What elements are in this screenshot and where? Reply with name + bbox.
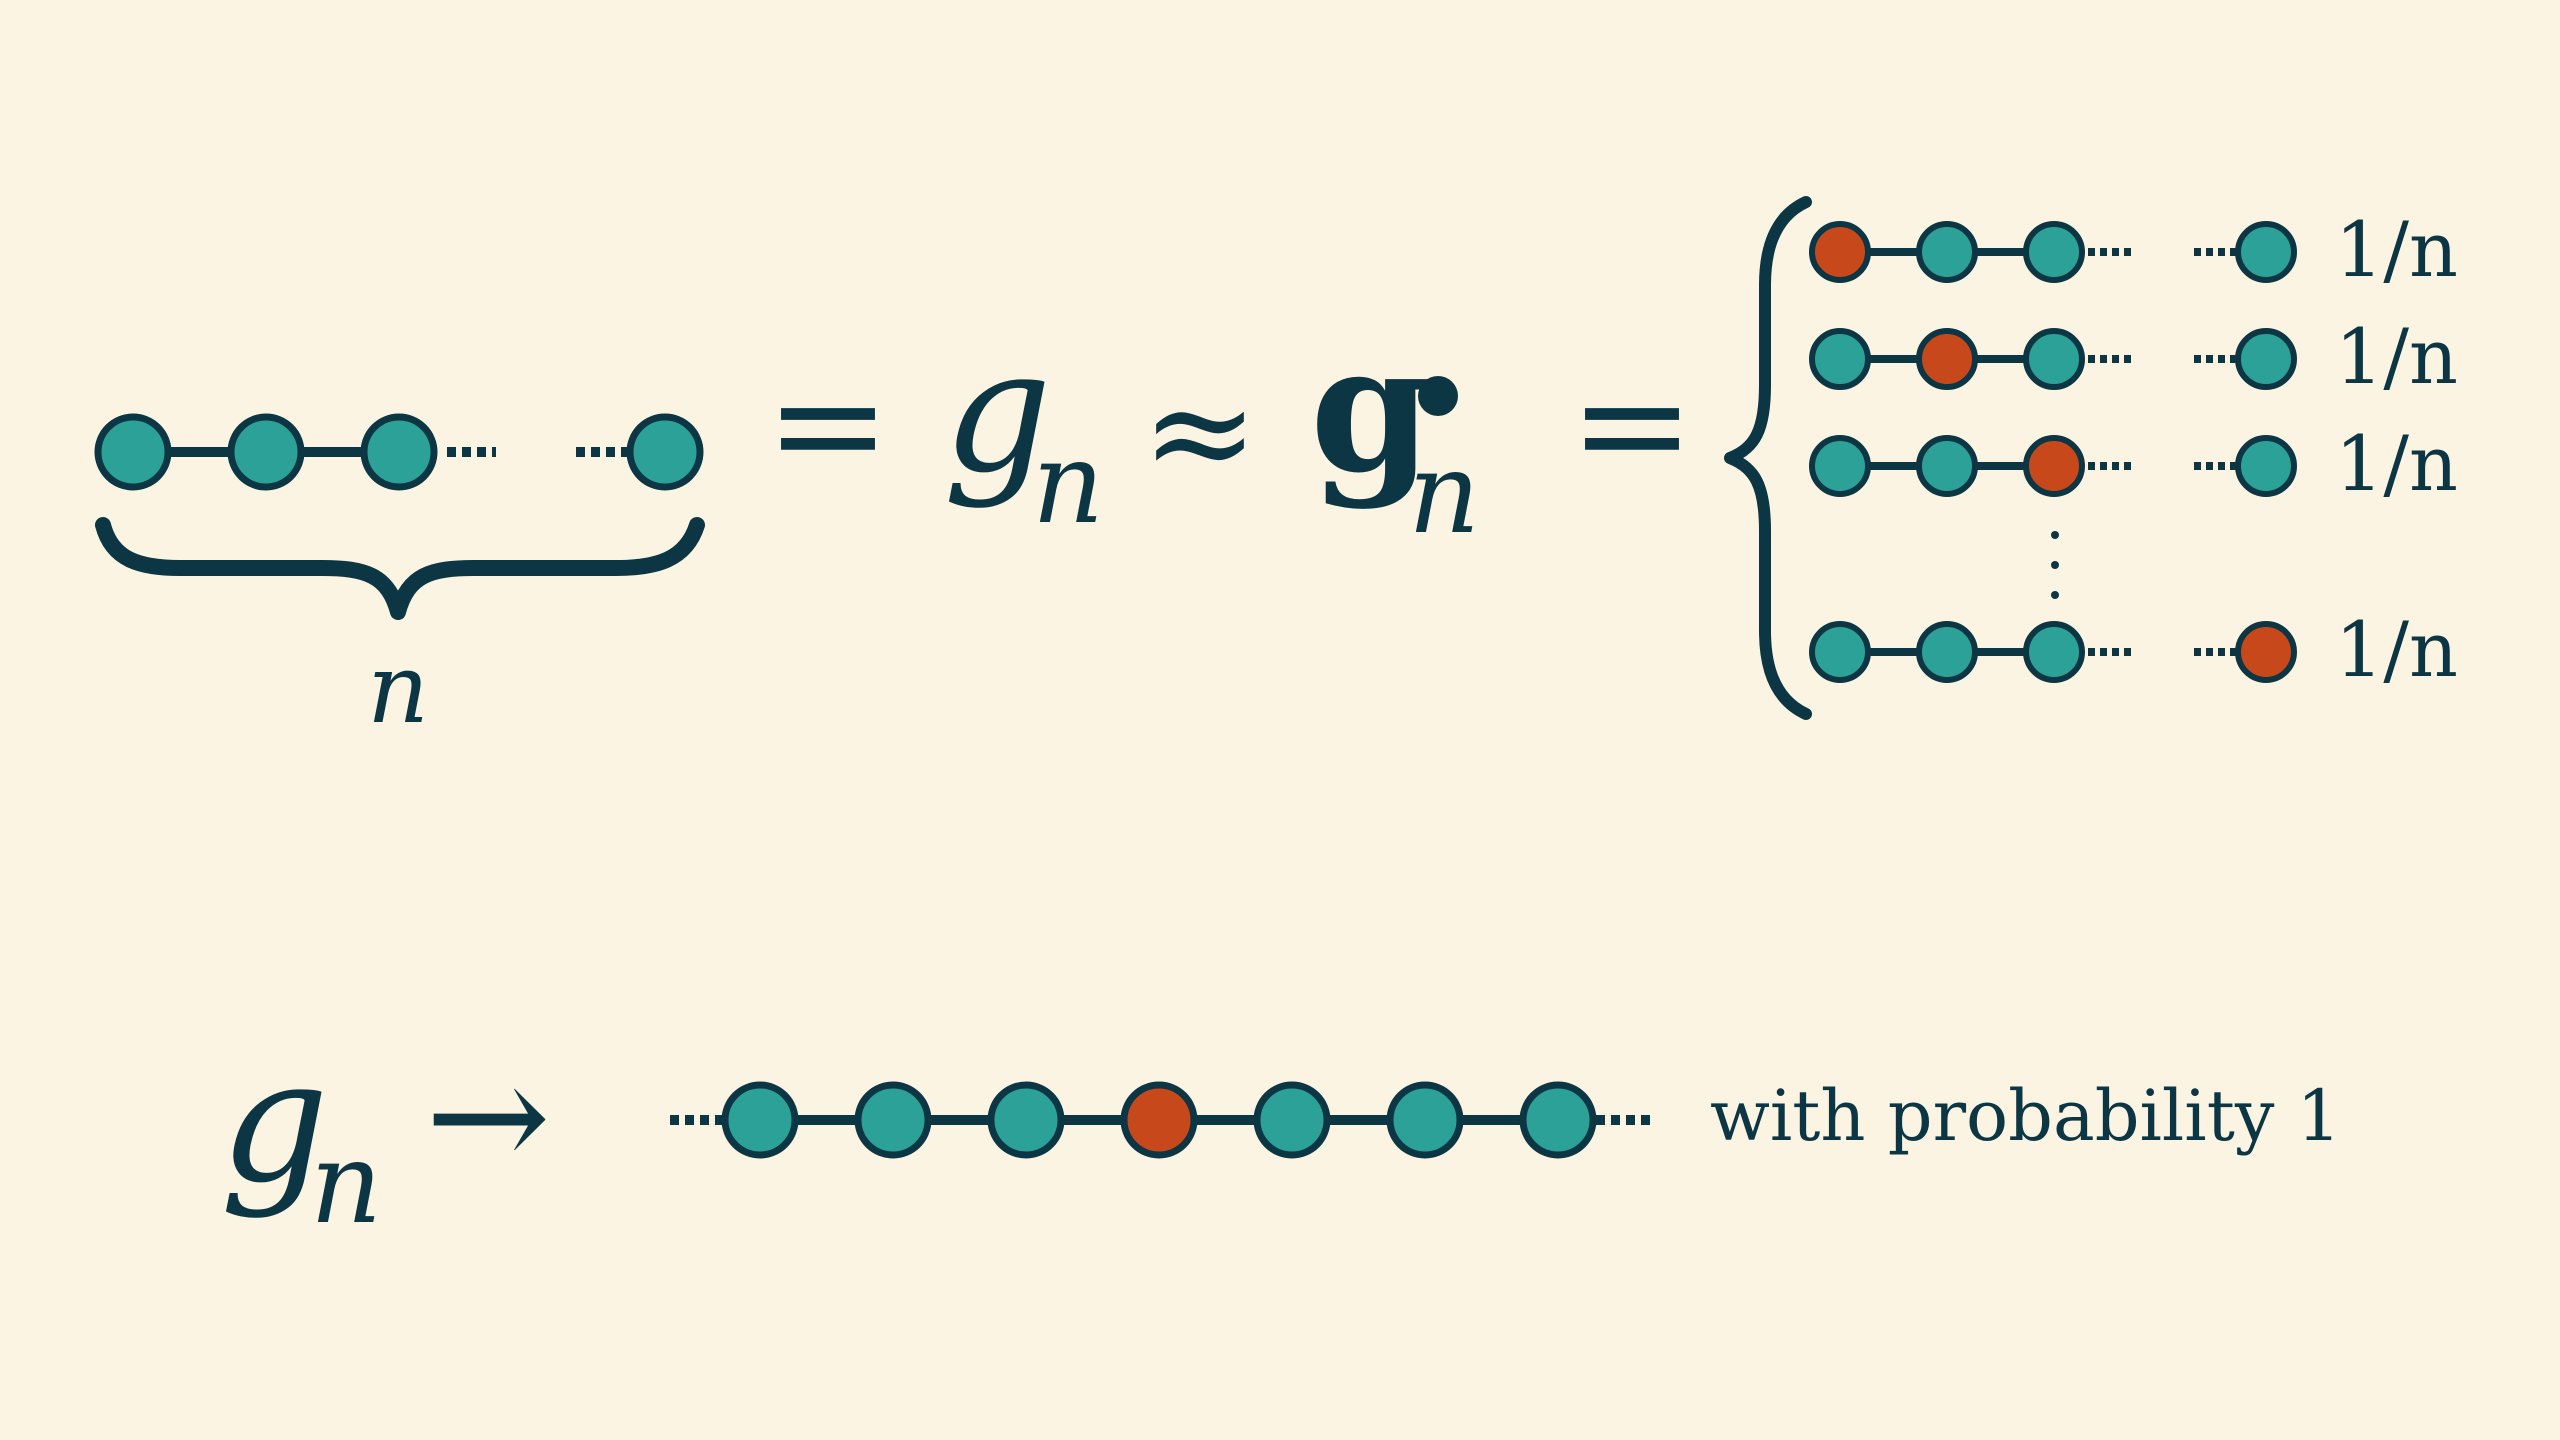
graph-node (721, 1081, 799, 1159)
graph-node (987, 1081, 1065, 1159)
graph-node (1519, 1081, 1597, 1159)
graph-node (2023, 621, 2085, 683)
underbrace (95, 517, 705, 620)
g-symbol: g (943, 313, 1052, 511)
root-node (2023, 435, 2085, 497)
graph-node (360, 413, 438, 491)
graph-node (2235, 221, 2297, 283)
root-node (1120, 1081, 1198, 1159)
case-row: 1/n (1809, 312, 2458, 401)
graph-node (1916, 221, 1978, 283)
graph-node (2235, 328, 2297, 390)
vertical-ellipsis (2051, 531, 2059, 599)
root-dot-icon (1418, 376, 1458, 416)
graph-node (2235, 435, 2297, 497)
root-node (1809, 221, 1871, 283)
graph-node (227, 413, 305, 491)
converges-arrow: → (425, 1030, 551, 1204)
g-subscript-n: n (1032, 419, 1104, 549)
bold-g-symbol: g (1310, 307, 1432, 512)
graph-node (94, 413, 172, 491)
graph-node (1809, 435, 1871, 497)
case-probability: 1/n (2335, 205, 2458, 294)
equals-sign-2: = (1569, 338, 1695, 512)
limit-g-subscript-n: n (310, 1119, 382, 1249)
case-probability: 1/n (2335, 419, 2458, 508)
path-graph-n-nodes (94, 413, 704, 491)
case-probability: 1/n (2335, 312, 2458, 401)
root-node (1916, 328, 1978, 390)
graph-node (2023, 328, 2085, 390)
probability-caption: with probability 1 (1710, 1075, 2341, 1157)
graph-node (854, 1081, 932, 1159)
case-row: 1/n (1809, 419, 2458, 508)
graph-node (1809, 621, 1871, 683)
rooted-path-cases: 1/n 1/n 1/n 1/n (1809, 205, 2458, 694)
infinite-rooted-path (670, 1081, 1652, 1159)
graph-node (1253, 1081, 1331, 1159)
graph-node (1916, 621, 1978, 683)
bold-g-subscript-n: n (1408, 429, 1480, 559)
graph-node (2023, 221, 2085, 283)
root-node (2235, 621, 2297, 683)
equals-sign-1: = (765, 338, 891, 512)
case-probability: 1/n (2335, 605, 2458, 694)
graph-node (626, 413, 704, 491)
graph-node (1809, 328, 1871, 390)
graph-node (1916, 435, 1978, 497)
case-row: 1/n (1809, 205, 2458, 294)
case-row: 1/n (1809, 605, 2458, 694)
limit-g-symbol: g (220, 1023, 329, 1221)
brace-label-n: n (367, 633, 429, 745)
left-curly-brace (1724, 196, 1812, 720)
graph-node (1386, 1081, 1464, 1159)
approx-sign: ≈ (1141, 351, 1258, 514)
